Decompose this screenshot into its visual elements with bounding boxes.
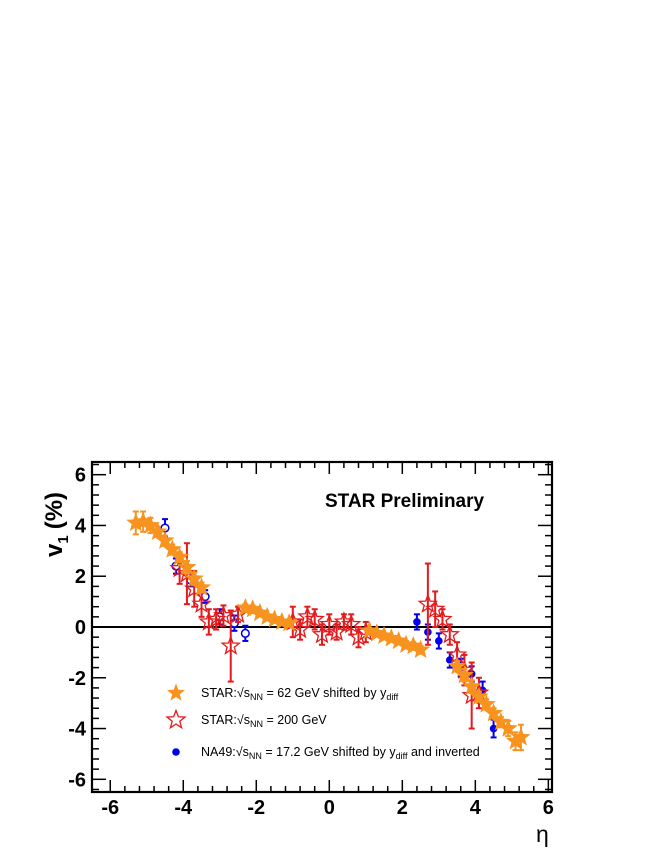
x-tick-label: -2 [247, 797, 265, 819]
star200-point [424, 598, 446, 619]
svg-text:v1(%): v1 (%) [41, 492, 72, 557]
legend-sqrt-symbol: √ [237, 713, 244, 727]
legend-legend-prefix: NA49: [201, 745, 236, 759]
y-tick-label: -2 [68, 668, 86, 690]
star62-point [454, 665, 475, 684]
legend-legend-var: s [244, 713, 250, 727]
star62-point [169, 546, 190, 566]
y-tick-label: -4 [68, 719, 87, 741]
star200-error-bar [348, 613, 355, 636]
x-tick-label: 4 [470, 797, 482, 819]
star62-point [410, 639, 431, 659]
star200-error-bar [227, 609, 234, 683]
legend-entry-0: STAR:√sNN = 62 GeV shifted by ydiff [166, 683, 399, 702]
star62-point [469, 686, 489, 706]
legend-marker-star-filled [166, 683, 186, 701]
legend-legend-var: s [243, 745, 249, 759]
legend-legend-suffix: = 17.2 GeV shifted by y [262, 745, 397, 759]
y-axis-label: v1 (%) [41, 492, 72, 557]
star200-point [432, 608, 453, 629]
star62-point [447, 656, 467, 675]
star62-point [279, 612, 299, 632]
chart-title: STAR Preliminary [325, 491, 485, 512]
star62-point [498, 718, 518, 737]
na49-open-point [240, 628, 250, 638]
legend-label: STAR:√sNN = 200 GeV [201, 713, 327, 729]
star200-point [340, 613, 362, 634]
legend-legend-suffix-sub: diff [386, 692, 398, 702]
y-axis-label-unit: (%) [41, 492, 68, 529]
legend-legend-suffix: = 200 GeV [263, 713, 327, 727]
star200-error-bar [424, 562, 431, 646]
star62-point [177, 557, 197, 576]
y-tick-label: 0 [75, 617, 86, 639]
star200-point [439, 623, 461, 644]
y-tick-label: -6 [68, 769, 86, 791]
x-tick-label: 6 [543, 797, 554, 819]
legend-sqrt-symbol: √ [236, 745, 243, 759]
star62-point [483, 703, 504, 722]
legend-legend-var-sub: NN [250, 692, 263, 702]
legend-legend-tail: and inverted [407, 745, 479, 759]
legend-entry-1: STAR:√sNN = 200 GeV [165, 708, 327, 730]
legend-legend-suffix-sub: diff [396, 751, 408, 761]
star62-point [148, 521, 168, 541]
na49-filled-point [435, 637, 443, 645]
legend-label: STAR:√sNN = 62 GeV shifted by ydiff [201, 686, 399, 702]
na49-filled-point [489, 724, 498, 733]
legend-legend-var: s [244, 686, 250, 700]
legend-legend-var-sub: NN [249, 751, 262, 761]
x-tick-label: 2 [397, 797, 408, 819]
star62-point [511, 727, 531, 746]
x-axis-label: η [536, 821, 549, 847]
star200-point [304, 608, 326, 629]
legend-label: NA49:√sNN = 17.2 GeV shifted by ydiff an… [201, 745, 480, 761]
legend-legend-var-sub: NN [250, 719, 263, 729]
star62-point [155, 530, 175, 549]
star62-point [184, 568, 204, 588]
na49-filled-point [413, 618, 421, 626]
legend-sqrt-symbol: √ [237, 686, 244, 700]
legend-legend-suffix: = 62 GeV shifted by y [263, 686, 387, 700]
x-tick-label: 0 [324, 797, 335, 819]
y-tick-label: 2 [75, 566, 86, 588]
y-tick-label: 6 [75, 465, 86, 487]
y-axis-label-main: v [41, 543, 68, 557]
star200-point [318, 613, 340, 634]
y-tick-label: 4 [75, 515, 87, 537]
legend-legend-prefix: STAR: [201, 686, 237, 700]
legend-marker-star-open [165, 708, 187, 730]
star62-point [162, 539, 183, 558]
x-tick-label: -6 [101, 797, 119, 819]
x-tick-label: -4 [174, 797, 193, 819]
legend-entry-2: NA49:√sNN = 17.2 GeV shifted by ydiff an… [172, 745, 480, 761]
legend-marker-circle [172, 748, 180, 756]
star200-point [191, 593, 212, 613]
y-axis-label-sub: 1 [55, 535, 72, 543]
legend-legend-prefix: STAR: [201, 713, 237, 727]
star62-point [461, 676, 482, 695]
star62-point [191, 577, 212, 596]
star200-point [220, 635, 242, 655]
star62-point [476, 694, 496, 713]
